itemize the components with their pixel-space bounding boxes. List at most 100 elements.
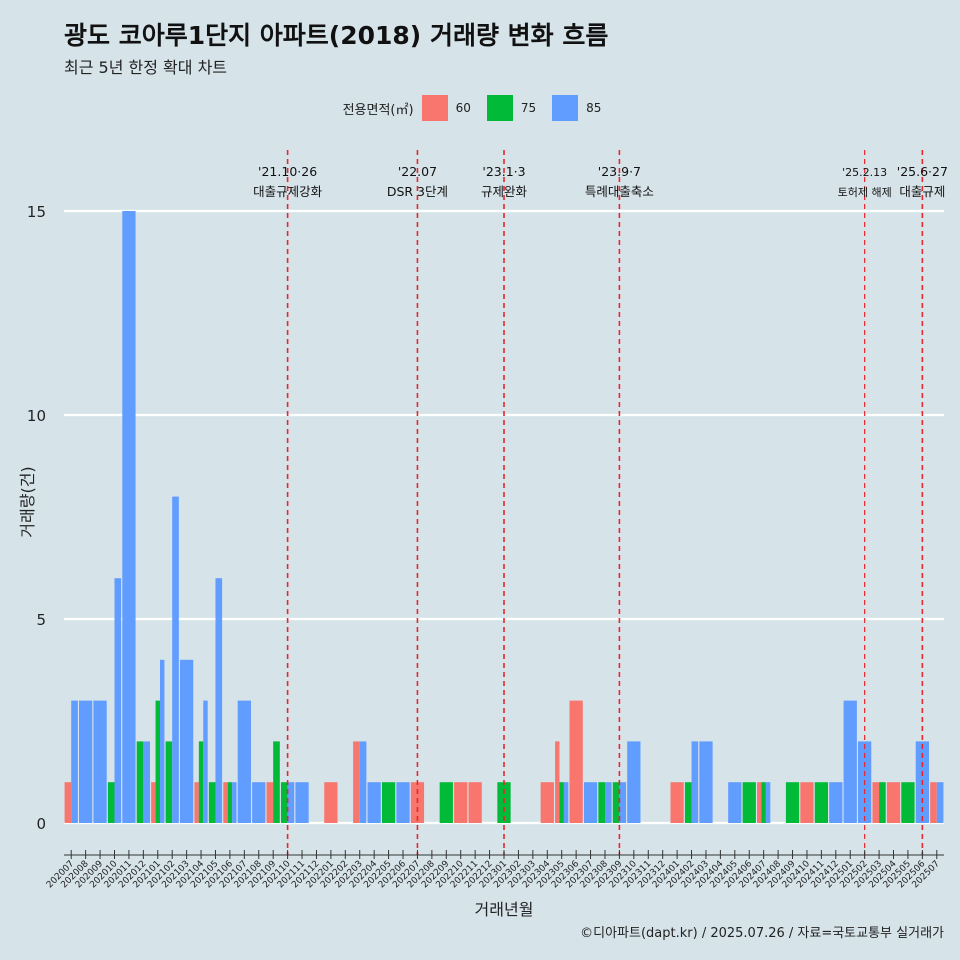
event-date-label: '21.10·26: [258, 164, 317, 179]
y-tick-label: 5: [36, 611, 46, 629]
bar-202206-85: [396, 782, 410, 823]
bar-202109-75: [273, 741, 280, 823]
bar-202307-85: [583, 782, 598, 823]
bar-202201-60: [324, 782, 338, 823]
bar-202507-85: [936, 782, 944, 823]
bar-202305-85: [563, 782, 569, 823]
bar-202104-75: [198, 741, 204, 823]
bar-202407-75: [761, 782, 766, 823]
event-desc-label: DSR 3단계: [387, 184, 448, 199]
bar-202407-85: [765, 782, 771, 823]
bar-202102-85: [172, 496, 179, 823]
x-axis-title: 거래년월: [475, 900, 534, 919]
bar-202412-85: [829, 782, 843, 823]
legend-label-85: 85: [586, 101, 602, 115]
bar-202110-85: [287, 782, 295, 823]
event-markers: '21.10·26 대출규제강화 '22.07 DSR 3단계 '23.1·3 규제완화 '…: [253, 150, 948, 855]
legend-key-85: [552, 95, 579, 121]
bar-202205-75: [381, 782, 396, 823]
bar-202101-75: [155, 700, 160, 823]
legend-label-75: 75: [520, 101, 537, 115]
bar-202008-85: [79, 700, 93, 823]
bar-202209-75: [439, 782, 453, 823]
event-desc-label: 토허제 해제: [838, 185, 892, 199]
bar-202110-75: [280, 782, 288, 823]
event-desc-label: 대출규제강화: [253, 184, 323, 199]
axes: 0510152020072020082020092020102020112020…: [18, 203, 944, 919]
bar-202012-85: [143, 741, 150, 823]
bar-202106-75: [227, 782, 233, 823]
event-date-label: '25.6·27: [897, 164, 948, 179]
bar-202103-85: [179, 659, 194, 823]
bar-202009-85: [93, 700, 107, 823]
bar-202204-85: [367, 782, 381, 823]
source-caption: ©디아파트(dapt.kr) / 2025.07.26 / 자료=국토교통부 실…: [580, 926, 944, 941]
bar-202211-60: [468, 782, 482, 823]
bar-202402-85: [691, 741, 699, 823]
bar-202411-75: [814, 782, 829, 823]
bar-202111-85: [295, 782, 309, 823]
bar-202305-60: [555, 741, 560, 823]
bar-202405-85: [728, 782, 742, 823]
legend-key-75: [486, 95, 513, 121]
bar-202107-85: [237, 700, 251, 823]
bar-202309-85: [619, 782, 627, 823]
bar-202410-60: [800, 782, 814, 823]
bars: [64, 211, 944, 823]
bar-202403-85: [699, 741, 713, 823]
event-date-label: '23.9·7: [598, 164, 641, 179]
bar-202104-85: [203, 700, 208, 823]
bar-202203-60: [353, 741, 360, 823]
y-tick-label: 15: [27, 203, 46, 221]
y-axis-title: 거래량(건): [18, 466, 37, 537]
bar-202503-75: [879, 782, 886, 823]
chart-title: 광도 코아루1단지 아파트(2018) 거래량 변화 흐름: [64, 21, 609, 50]
event-desc-label: 대출규제: [899, 184, 945, 199]
bar-202010-75: [107, 782, 115, 823]
bar-202109-60: [266, 782, 274, 823]
bar-202101-60: [151, 782, 156, 823]
bar-202104-60: [194, 782, 199, 823]
event-desc-label: 규제완화: [481, 184, 528, 199]
bar-202106-60: [223, 782, 228, 823]
legend: 전용면적(㎡) 60 75 85: [0, 94, 960, 122]
bar-202010-85: [114, 578, 122, 823]
legend-label-60: 60: [455, 101, 471, 115]
bar-202309-75: [612, 782, 620, 823]
bar-202007-60: [64, 782, 72, 823]
bar-202503-60: [872, 782, 880, 823]
bar-202102-75: [165, 741, 173, 823]
bar-202402-75: [684, 782, 692, 823]
y-tick-label: 10: [27, 407, 46, 425]
bar-202507-60: [930, 782, 937, 823]
bar-202505-75: [901, 782, 915, 823]
bar-202101-85: [159, 659, 165, 823]
bar-202308-75: [598, 782, 605, 823]
event-desc-label: 특례대출축소: [585, 184, 654, 199]
legend-key-60: [421, 95, 448, 121]
chart-subtitle: 최근 5년 한정 확대 차트: [64, 58, 228, 77]
bar-202106-85: [232, 782, 237, 823]
bar-202210-60: [454, 782, 468, 823]
legend-title: 전용면적(㎡): [342, 102, 414, 118]
grid-lines: [64, 209, 944, 825]
bar-202304-60: [540, 782, 554, 823]
bar-202310-85: [627, 741, 641, 823]
bar-202504-60: [886, 782, 901, 823]
bar-202007-85: [71, 700, 78, 823]
event-date-label: '23.1·3: [482, 164, 525, 179]
bar-202108-85: [252, 782, 266, 823]
bar-202308-85: [604, 782, 612, 823]
bar-202407-60: [757, 782, 762, 823]
bar-202105-75: [208, 782, 216, 823]
bar-202105-85: [215, 578, 223, 823]
event-date-label: '22.07: [398, 164, 437, 179]
bar-202203-85: [359, 741, 367, 823]
bar-202501-85: [843, 700, 857, 823]
bar-202306-60: [569, 700, 583, 823]
bar-202011-85: [122, 211, 136, 823]
bar-202401-60: [670, 782, 684, 823]
bar-202305-75: [559, 782, 564, 823]
bar-202012-75: [136, 741, 144, 823]
